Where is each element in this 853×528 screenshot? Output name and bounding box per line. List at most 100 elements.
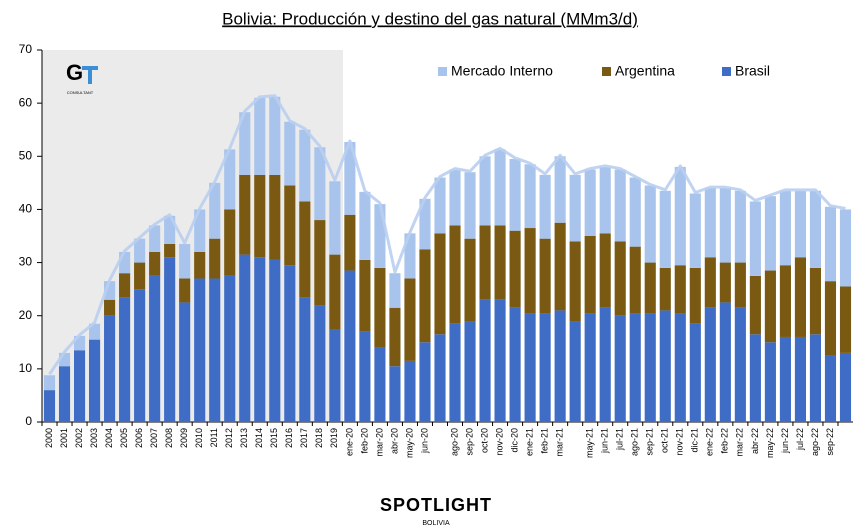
logo-mark: G xyxy=(66,60,83,85)
bar-segment xyxy=(779,190,791,266)
bar-segment xyxy=(434,177,446,234)
bar-segment xyxy=(524,228,536,314)
x-tick-label: may-20 xyxy=(404,428,414,458)
bar-segment xyxy=(464,321,476,422)
bar-segment xyxy=(794,190,806,258)
bar-segment xyxy=(58,352,71,367)
bar-segment xyxy=(58,366,71,422)
legend-label: Mercado Interno xyxy=(451,63,553,79)
bar-segment xyxy=(614,241,626,316)
bar-segment xyxy=(689,193,701,268)
bar-segment xyxy=(794,336,806,422)
x-tick-label: ene-20 xyxy=(344,428,354,456)
x-tick-label: may-22 xyxy=(765,428,775,458)
y-tick-label: 50 xyxy=(19,148,33,162)
bar-segment xyxy=(659,190,671,268)
bar-segment xyxy=(209,278,221,422)
bar-segment xyxy=(659,267,671,311)
bar-segment xyxy=(224,149,236,210)
bar-segment xyxy=(404,233,416,279)
x-tick-label: ene-21 xyxy=(524,428,534,456)
bar-segment xyxy=(404,278,416,361)
x-tick-label: 2015 xyxy=(269,428,279,448)
x-tick-label: oct-20 xyxy=(479,428,489,453)
bar-segment xyxy=(824,206,837,282)
bar-segment xyxy=(359,331,371,422)
x-tick-label: feb-20 xyxy=(359,428,369,454)
bar-segment xyxy=(839,352,852,422)
bar-segment xyxy=(644,262,656,314)
x-tick-label: 2008 xyxy=(164,428,174,448)
bar-segment xyxy=(809,334,822,422)
bar-segment xyxy=(284,121,296,186)
x-tick-label: nov-20 xyxy=(494,428,504,456)
bar-segment xyxy=(344,214,356,271)
bar-segment xyxy=(329,254,341,329)
x-tick-label: ago-20 xyxy=(449,428,459,456)
bar-segment xyxy=(239,174,251,255)
bar-segment xyxy=(659,310,671,422)
bar-segment xyxy=(269,96,281,175)
x-tick-label: dic-21 xyxy=(690,428,700,453)
x-tick-label: 2007 xyxy=(149,428,159,448)
bar-segment xyxy=(584,313,596,422)
bar-segment xyxy=(734,190,746,263)
bar-segment xyxy=(824,355,837,422)
bar-segment xyxy=(119,297,131,422)
bar-segment xyxy=(644,185,656,263)
bar-segment xyxy=(374,204,386,268)
x-tick-label: may-21 xyxy=(585,428,595,458)
bar-segment xyxy=(149,251,161,276)
footer-sub: BOLIVIA xyxy=(422,520,450,527)
x-tick-label: feb-21 xyxy=(539,428,549,454)
bar-segment xyxy=(209,182,221,239)
bar-segment xyxy=(629,313,641,422)
logo: G CONSULTANT xyxy=(66,60,98,95)
bar-segment xyxy=(194,209,206,252)
bar-segment xyxy=(764,270,776,343)
footer-brand: SPOTLIGHT xyxy=(380,495,492,515)
bar-segment xyxy=(329,181,341,255)
x-tick-label: ago-21 xyxy=(630,428,640,456)
bar-segment xyxy=(809,190,822,268)
y-tick-label: 60 xyxy=(19,95,33,109)
bar-segment xyxy=(104,315,116,422)
bar-segment xyxy=(389,307,401,367)
bar-segment xyxy=(689,323,701,422)
bar-segment xyxy=(89,323,101,340)
bar-segment xyxy=(704,307,716,422)
bar-segment xyxy=(419,198,431,250)
x-tick-label: 2016 xyxy=(284,428,294,448)
bar-segment xyxy=(239,254,251,422)
x-tick-label: 2011 xyxy=(209,428,219,447)
bar-segment xyxy=(674,265,686,314)
bar-segment xyxy=(104,299,116,316)
bar-segment xyxy=(749,334,761,422)
x-tick-label: 2017 xyxy=(299,428,309,448)
bar-segment xyxy=(539,174,551,239)
bar-segment xyxy=(674,313,686,422)
bar-segment xyxy=(224,275,236,422)
bar-segment xyxy=(164,215,176,244)
y-tick-label: 30 xyxy=(19,255,33,269)
x-tick-label: 2006 xyxy=(134,428,144,448)
bar-segment xyxy=(194,251,206,279)
x-tick-label: mar-20 xyxy=(374,428,384,457)
bar-segment xyxy=(329,329,341,422)
bar-segment xyxy=(764,342,776,422)
bar-segment xyxy=(809,267,822,335)
x-tick-label: 2018 xyxy=(314,428,324,448)
bar-segment xyxy=(149,225,161,252)
x-tick-label: 2004 xyxy=(104,428,114,448)
bar-segment xyxy=(119,273,131,298)
bar-segment xyxy=(419,342,431,422)
bar-segment xyxy=(73,350,86,422)
bar-segment xyxy=(389,273,401,308)
x-tick-label: jun-21 xyxy=(600,428,610,454)
bar-segment xyxy=(314,305,326,422)
x-tick-label: ago-22 xyxy=(810,428,820,456)
bar-segment xyxy=(344,270,356,422)
bar-segment xyxy=(164,243,176,258)
bar-segment xyxy=(839,286,852,353)
